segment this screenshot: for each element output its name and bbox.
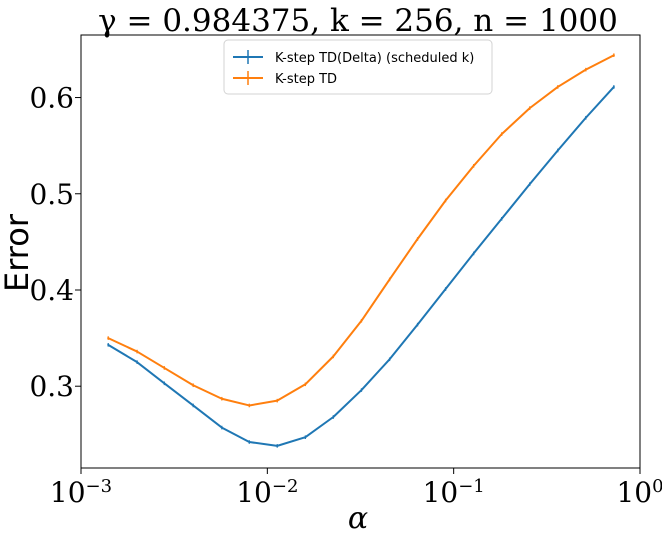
plot-area [80,34,641,469]
x-tick-label-base-0: 10 [50,476,86,509]
legend-label-0: K-step TD(Delta) (scheduled k) [275,51,474,66]
x-tick-label-1: 10−2 [236,476,298,510]
x-ticks: 10−3 10−2 10−1 100 [50,468,662,509]
chart-title: γ = 0.984375, k = 256, n = 1000 [98,3,618,39]
series-line-1 [107,54,615,407]
x-tick-label-base-3: 10 [616,476,652,509]
plot-frame [80,34,641,469]
legend-items: K-step TD(Delta) (scheduled k) K-step TD [233,50,474,87]
x-axis-label: α [348,501,368,536]
series-layer [107,53,615,448]
y-tick-label-0: 0.3 [29,370,74,403]
y-axis-label: Error [0,213,36,292]
x-tick-label-exponent-2: −1 [458,476,485,497]
y-tick-label-1: 0.4 [29,274,74,307]
legend-label-1: K-step TD [275,72,337,87]
x-tick-label-3: 100 [616,476,662,510]
legend-box [223,39,493,95]
x-tick-label-base-2: 10 [423,476,459,509]
x-tick-label-exponent-0: −3 [86,476,113,497]
x-tick-label-exponent-1: −2 [272,476,299,497]
x-tick-label-0: 10−3 [50,476,112,510]
legend: K-step TD(Delta) (scheduled k) K-step TD [223,39,493,95]
y-ticks: 0.3 0.4 0.5 0.6 [29,82,81,403]
series-line-0 [107,85,615,447]
x-tick-label-2: 10−1 [423,476,485,510]
y-tick-label-2: 0.5 [29,178,74,211]
x-tick-label-base-1: 10 [236,476,272,509]
y-tick-label-3: 0.6 [29,82,74,115]
x-tick-label-exponent-3: 0 [652,476,662,497]
